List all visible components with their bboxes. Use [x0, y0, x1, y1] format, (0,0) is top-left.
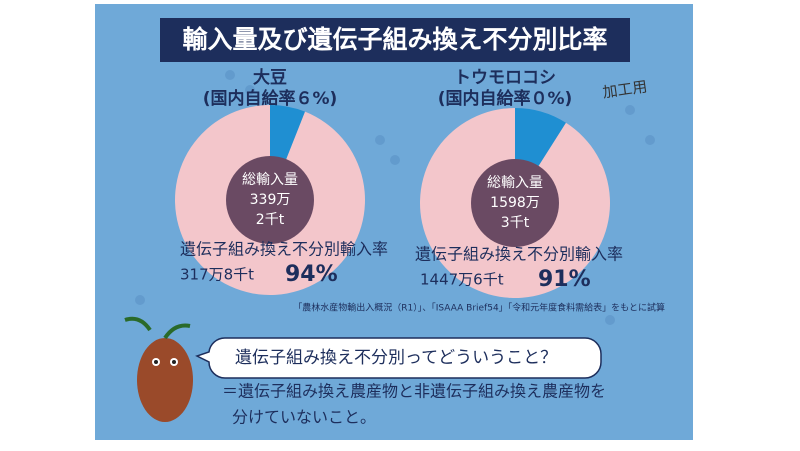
category-label: 遺伝子組み換え不分別輸入率 — [180, 240, 388, 259]
category-label: 遺伝子組み換え不分別輸入率 — [415, 245, 623, 264]
amount-label: 317万8千t — [180, 266, 254, 284]
center-disc — [471, 159, 559, 247]
title: 輸入量及び遺伝子組み換え不分別比率 — [182, 25, 607, 54]
center-label: 1598万 — [490, 195, 540, 211]
title-bar — [160, 18, 630, 62]
value-label: 94% — [285, 262, 338, 287]
center-disc — [226, 156, 314, 244]
answer-line: ＝遺伝子組み換え農産物と非遺伝子組み換え農産物を — [222, 382, 606, 401]
pie-title: 大豆 — [253, 67, 287, 88]
center-label: 総輸入量 — [487, 175, 543, 191]
source: 「農林水産物輸出入概況（R1）」、「ISAAA Brief54」「令和元年度食料… — [293, 302, 665, 314]
center-label: 339万 — [250, 192, 291, 208]
pie-subtitle: (国内自給率０%) — [438, 88, 573, 109]
center-label: 2千t — [256, 212, 285, 228]
center-label: 3千t — [501, 215, 530, 231]
pie-title: トウモロコシ — [454, 68, 556, 88]
question: 遺伝子組み換え不分別ってどういうこと？ — [235, 348, 557, 368]
character — [124, 316, 193, 422]
pies: 総輸入量 339万 2千t 総輸入量 1598万 3千t — [175, 105, 610, 298]
answer-line: 分けていないこと。 — [232, 408, 376, 427]
dots — [135, 70, 655, 325]
value-label: 91% — [538, 267, 591, 292]
amount-label: 1447万6千t — [420, 271, 504, 289]
center-label: 総輸入量 — [242, 172, 298, 188]
speech-bubble — [195, 337, 602, 379]
pie-subtitle: (国内自給率６%) — [203, 88, 338, 109]
